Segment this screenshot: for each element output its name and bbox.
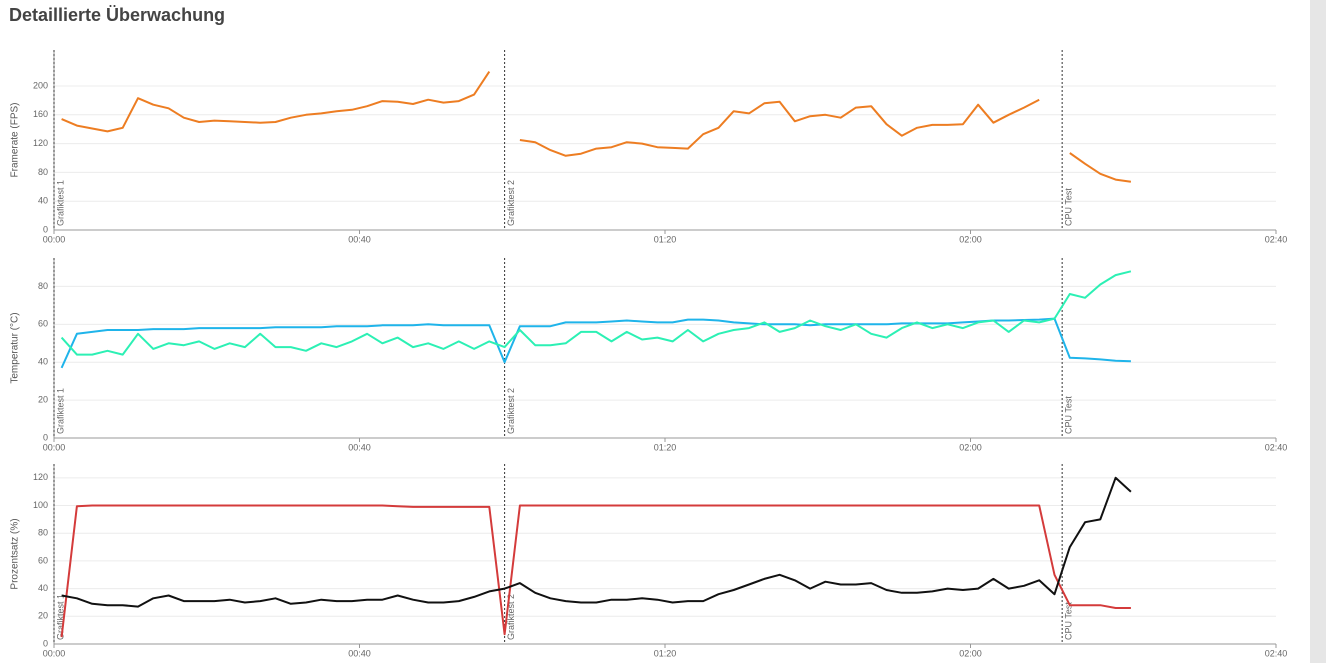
- y-tick-label: 200: [33, 80, 48, 90]
- test-marker-label: Grafiktest 2: [506, 388, 516, 434]
- y-tick-label: 40: [38, 583, 48, 593]
- test-marker-label: CPU Test: [1064, 188, 1074, 226]
- y-tick-label: 60: [38, 555, 48, 565]
- test-marker-label: Grafiktest 1: [55, 594, 65, 640]
- x-tick-label: 00:40: [348, 648, 371, 658]
- x-tick-label: 02:00: [959, 442, 982, 452]
- y-axis-label: Framerate (FPS): [10, 102, 21, 177]
- series-line: [60, 504, 1131, 638]
- y-tick-label: 100: [33, 500, 48, 510]
- test-marker-label: Grafiktest 1: [55, 180, 65, 226]
- page-title: Detaillierte Überwachung: [9, 5, 225, 25]
- test-marker-label: Grafiktest 1: [55, 388, 65, 434]
- series-line: [61, 71, 1132, 183]
- x-tick-label: 01:20: [654, 648, 677, 658]
- y-axis-label: Temperatur (°C): [10, 312, 21, 383]
- y-tick-label: 160: [33, 109, 48, 119]
- x-tick-label: 02:00: [959, 234, 982, 244]
- y-tick-label: 40: [38, 196, 48, 206]
- x-tick-label: 01:20: [654, 234, 677, 244]
- x-tick-label: 02:40: [1265, 648, 1288, 658]
- y-tick-label: 20: [38, 611, 48, 621]
- x-tick-label: 02:40: [1265, 442, 1288, 452]
- test-marker-label: CPU Test: [1064, 396, 1074, 434]
- series-line: [61, 476, 1132, 608]
- y-tick-label: 60: [38, 319, 48, 329]
- x-tick-label: 00:40: [348, 234, 371, 244]
- series-line: [60, 270, 1132, 356]
- y-axis-label: Prozentsatz (%): [10, 518, 21, 589]
- x-tick-label: 02:00: [959, 648, 982, 658]
- x-tick-label: 00:00: [43, 648, 66, 658]
- y-tick-label: 20: [38, 394, 48, 404]
- y-tick-label: 120: [33, 472, 48, 482]
- y-tick-label: 0: [43, 224, 48, 234]
- y-tick-label: 120: [33, 138, 48, 148]
- test-marker-label: Grafiktest 2: [506, 180, 516, 226]
- test-marker-label: Grafiktest 2: [506, 594, 516, 640]
- y-tick-label: 80: [38, 528, 48, 538]
- series-line: [60, 317, 1131, 369]
- x-tick-label: 00:00: [43, 234, 66, 244]
- x-tick-label: 00:40: [348, 442, 371, 452]
- y-tick-label: 0: [43, 432, 48, 442]
- scrollbar[interactable]: [1310, 0, 1326, 663]
- y-tick-label: 80: [38, 167, 48, 177]
- y-tick-label: 40: [38, 357, 48, 367]
- y-tick-label: 0: [43, 638, 48, 648]
- y-tick-label: 80: [38, 281, 48, 291]
- x-tick-label: 02:40: [1265, 234, 1288, 244]
- x-tick-label: 00:00: [43, 442, 66, 452]
- test-marker-label: CPU Test: [1064, 602, 1074, 640]
- x-tick-label: 01:20: [654, 442, 677, 452]
